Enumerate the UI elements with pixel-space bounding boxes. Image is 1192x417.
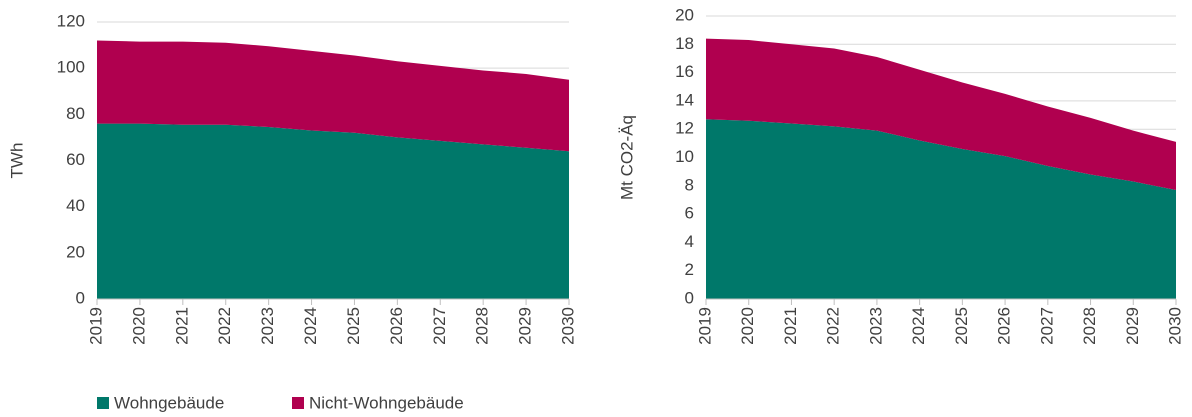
x-tick-label: 2020: [738, 307, 757, 345]
x-tick-label: 2030: [1165, 307, 1184, 345]
x-tick-label: 2019: [695, 307, 714, 345]
x-tick-label: 2022: [215, 307, 234, 345]
x-tick-label: 2019: [86, 307, 105, 345]
x-tick-label: 2025: [952, 307, 971, 345]
x-tick-label: 2029: [1123, 307, 1142, 345]
y-tick-label: 0: [685, 288, 694, 307]
x-tick-label: 2021: [172, 307, 191, 345]
x-tick-label: 2028: [473, 307, 492, 345]
x-tick-label: 2021: [781, 307, 800, 345]
x-tick-label: 2023: [866, 307, 885, 345]
legend-label: Nicht-Wohngebäude: [309, 393, 464, 412]
x-tick-label: 2028: [1080, 307, 1099, 345]
y-tick-label: 4: [685, 232, 694, 251]
x-tick-label: 2024: [301, 307, 320, 345]
x-tick-label: 2026: [387, 307, 406, 345]
y-axis-label: TWh: [7, 143, 26, 179]
y-tick-label: 120: [57, 11, 85, 30]
x-tick-label: 2027: [430, 307, 449, 345]
y-tick-label: 0: [76, 288, 85, 307]
area: [706, 119, 1176, 299]
x-tick-label: 2023: [258, 307, 277, 345]
x-tick-label: 2022: [824, 307, 843, 345]
y-tick-label: 18: [675, 34, 694, 53]
y-tick-label: 100: [57, 58, 85, 77]
x-tick-label: 2027: [1037, 307, 1056, 345]
x-tick-label: 2020: [129, 307, 148, 345]
y-axis-label: Mt CO2-Äq: [617, 115, 636, 200]
x-tick-label: 2025: [344, 307, 363, 345]
y-tick-label: 12: [675, 119, 694, 138]
y-tick-label: 2: [685, 260, 694, 279]
y-tick-label: 8: [685, 175, 694, 194]
x-tick-label: 2030: [558, 307, 577, 345]
y-tick-label: 6: [685, 204, 694, 223]
y-tick-label: 10: [675, 147, 694, 166]
legend-swatch: [292, 397, 304, 409]
legend-swatch: [97, 397, 109, 409]
y-tick-label: 20: [675, 5, 694, 24]
x-tick-label: 2024: [909, 307, 928, 345]
area: [97, 123, 569, 299]
area: [706, 38, 1176, 191]
y-tick-label: 60: [66, 150, 85, 169]
x-tick-label: 2026: [995, 307, 1014, 345]
y-tick-label: 80: [66, 104, 85, 123]
x-tick-label: 2029: [516, 307, 535, 345]
legend-label: Wohngebäude: [114, 393, 224, 412]
y-tick-label: 20: [66, 242, 85, 261]
y-tick-label: 40: [66, 196, 85, 215]
y-tick-label: 16: [675, 62, 694, 81]
y-tick-label: 14: [675, 90, 694, 109]
area: [97, 40, 569, 152]
